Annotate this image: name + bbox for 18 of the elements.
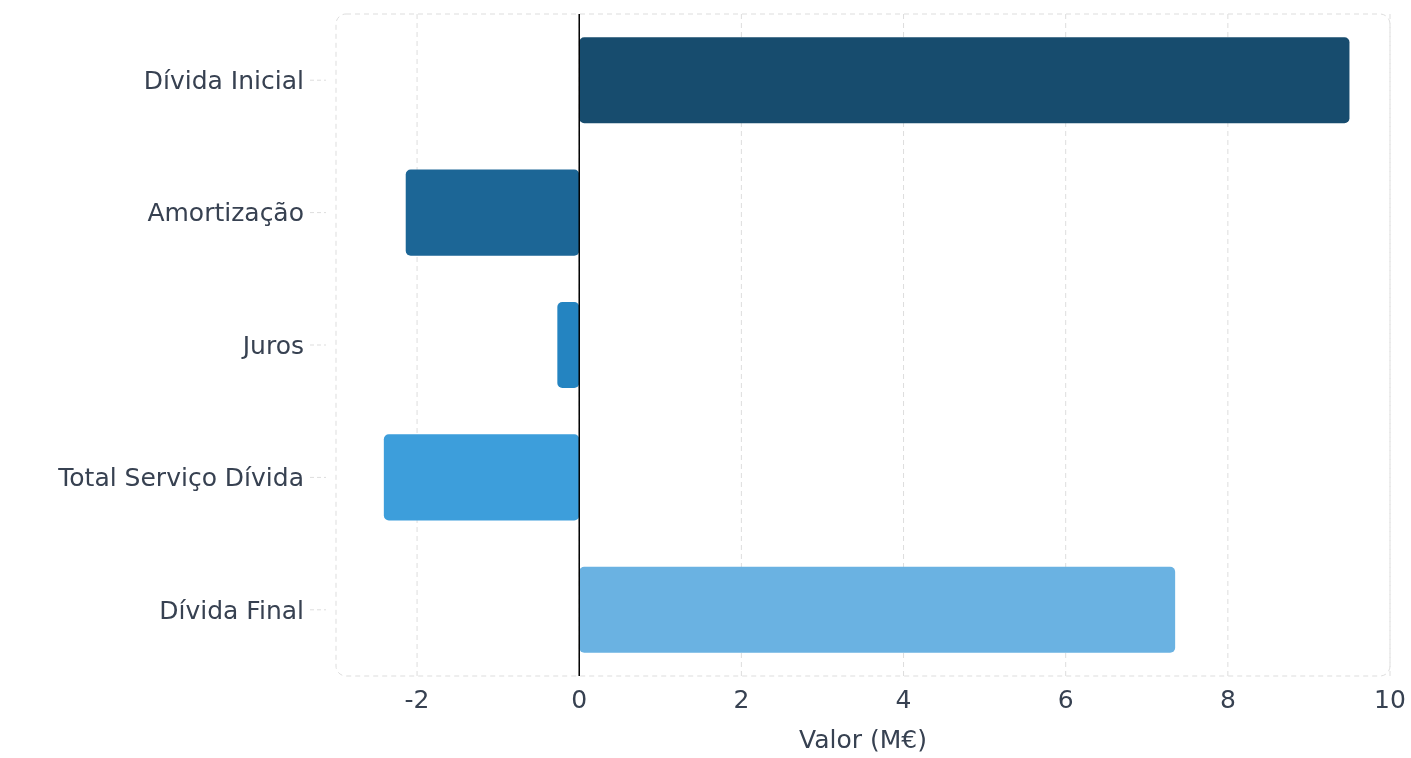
x-tick-label: 4 <box>895 685 912 714</box>
bar <box>579 37 1350 124</box>
bar <box>405 169 580 256</box>
bar <box>579 566 1176 653</box>
y-tick-label: Total Serviço Dívida <box>57 463 304 493</box>
x-tick-label: 8 <box>1219 685 1236 714</box>
bar <box>383 434 580 521</box>
y-tick-label: Juros <box>240 330 304 360</box>
x-tick-label: 2 <box>733 685 750 714</box>
y-tick-label: Amortização <box>147 198 304 228</box>
x-tick-label: -2 <box>404 685 430 714</box>
bar <box>557 301 580 389</box>
y-tick-label: Dívida Inicial <box>143 65 304 95</box>
x-tick-label: 6 <box>1057 685 1074 714</box>
y-tick-label: Dívida Final <box>159 595 304 625</box>
x-tick-label: 0 <box>571 685 588 714</box>
x-axis-title: Valor (M€) <box>799 725 927 754</box>
x-tick-label: 10 <box>1374 685 1406 714</box>
